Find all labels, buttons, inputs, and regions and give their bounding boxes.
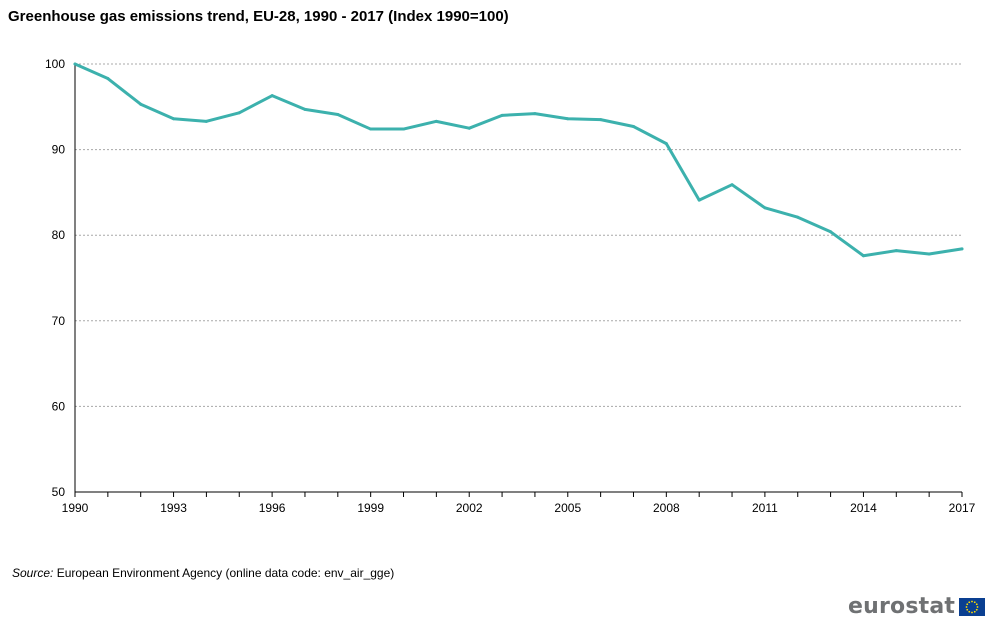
tick-labels: 50 60 70 80 90 100 1990 1993 1996 1999 2002 2005 200… xyxy=(45,57,976,515)
data-point-2004 xyxy=(533,112,537,116)
flag-star xyxy=(968,601,971,604)
x-tick-label-2005: 2005 xyxy=(554,501,581,515)
data-point-2015 xyxy=(894,249,898,253)
x-tick-label-2002: 2002 xyxy=(456,501,483,515)
source-note: Source: European Environment Agency (onl… xyxy=(12,566,394,580)
data-point-2008 xyxy=(664,142,668,146)
flag-star xyxy=(966,603,969,606)
x-tick-label-1999: 1999 xyxy=(357,501,384,515)
x-tick-label-2008: 2008 xyxy=(653,501,680,515)
flag-star xyxy=(971,611,974,614)
flag-star xyxy=(975,608,978,611)
data-point-1992 xyxy=(139,102,143,106)
y-tick-label-80: 80 xyxy=(52,228,66,242)
axes xyxy=(74,64,963,497)
data-point-1998 xyxy=(336,113,340,116)
data-point-1997 xyxy=(303,107,307,111)
source-text: European Environment Agency (online data… xyxy=(56,566,395,580)
flag-star xyxy=(975,603,978,606)
chart-title: Greenhouse gas emissions trend, EU-28, 1… xyxy=(8,8,509,25)
data-point-2011 xyxy=(763,206,767,210)
y-tick-label-50: 50 xyxy=(52,485,66,499)
eu-flag-icon xyxy=(959,598,986,616)
data-point-2010 xyxy=(730,183,734,187)
data-point-1999 xyxy=(369,127,373,131)
data-point-1995 xyxy=(237,111,241,115)
data-point-1990 xyxy=(73,62,77,66)
flag-star xyxy=(966,608,969,611)
series-line-0 xyxy=(73,62,964,258)
data-point-2012 xyxy=(796,215,800,219)
y-tick-label-70: 70 xyxy=(52,314,66,328)
data-point-2017 xyxy=(960,247,964,251)
x-tick-label-2017: 2017 xyxy=(949,501,976,515)
flag-star xyxy=(973,610,976,613)
data-point-2001 xyxy=(434,119,438,123)
data-point-2000 xyxy=(402,127,406,131)
data-point-1996 xyxy=(270,94,274,98)
data-point-2006 xyxy=(599,118,603,122)
x-tick-label-2011: 2011 xyxy=(752,501,778,515)
y-tick-label-60: 60 xyxy=(52,399,66,413)
data-point-1993 xyxy=(172,117,176,121)
flag-background xyxy=(959,598,986,616)
x-tick-label-1996: 1996 xyxy=(259,501,286,515)
data-point-2014 xyxy=(861,254,865,258)
y-tick-label-90: 90 xyxy=(52,143,66,157)
data-point-2007 xyxy=(631,124,635,128)
data-point-2005 xyxy=(566,117,570,121)
eurostat-logo: eurostat xyxy=(848,592,986,622)
flag-star xyxy=(968,610,971,613)
source-label: Source: xyxy=(12,566,54,580)
data-point-2003 xyxy=(500,113,504,117)
data-point-1991 xyxy=(106,77,110,81)
x-tick-label-1993: 1993 xyxy=(160,501,187,515)
flag-star xyxy=(976,606,979,608)
data-point-2016 xyxy=(927,252,931,256)
flag-star xyxy=(965,606,968,608)
x-tick-label-1990: 1990 xyxy=(62,501,89,515)
data-point-2002 xyxy=(467,126,471,130)
x-tick-label-2014: 2014 xyxy=(850,501,877,515)
y-tick-label-100: 100 xyxy=(45,57,65,71)
data-point-2009 xyxy=(697,198,701,202)
logo-text: eurostat xyxy=(848,594,956,619)
data-point-1994 xyxy=(204,119,208,123)
data-point-2013 xyxy=(829,230,833,234)
flag-star xyxy=(973,601,976,604)
flag-star xyxy=(971,600,974,603)
data-series xyxy=(73,62,964,258)
